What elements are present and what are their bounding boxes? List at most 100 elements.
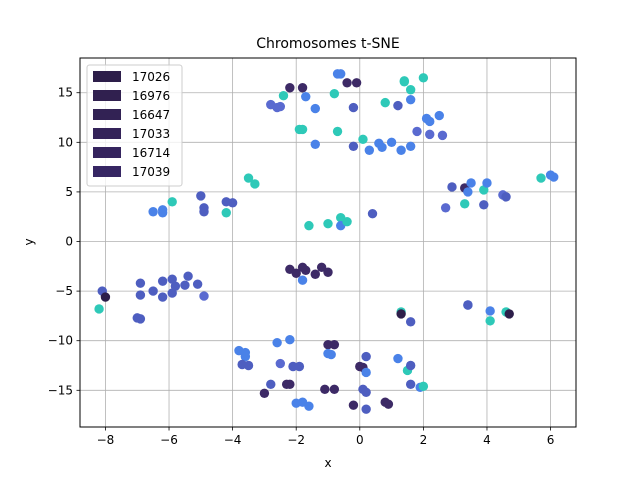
data-point	[460, 199, 470, 209]
data-point	[434, 110, 444, 121]
legend-label: 16976	[132, 89, 170, 103]
data-point	[323, 218, 333, 229]
y-axis-ticks: −15 −10 −5 0 5 10 15	[48, 86, 80, 397]
data-point	[482, 178, 492, 188]
data-point	[170, 281, 181, 291]
y-tick-label: −5	[55, 284, 73, 298]
data-point	[361, 367, 371, 378]
data-point	[135, 290, 146, 300]
data-point	[358, 134, 368, 145]
data-point	[240, 351, 251, 362]
data-point	[316, 262, 327, 272]
data-point	[148, 286, 158, 296]
y-tick-label: −15	[48, 383, 73, 397]
x-tick-label: −8	[97, 433, 115, 447]
data-point	[297, 83, 308, 93]
data-point	[294, 361, 305, 372]
data-point	[310, 103, 320, 114]
data-point	[418, 381, 429, 392]
data-point	[364, 145, 375, 155]
data-point	[393, 353, 403, 364]
x-axis-ticks: −8 −6 −4 −2 0 2 4 6	[97, 427, 555, 447]
data-point	[301, 265, 311, 275]
data-point	[405, 94, 416, 105]
data-point	[285, 83, 295, 93]
data-point	[348, 102, 359, 113]
x-tick-label: −4	[224, 433, 242, 447]
data-point	[304, 220, 314, 231]
data-point	[157, 276, 168, 286]
data-point	[377, 142, 387, 152]
data-point	[297, 275, 308, 285]
legend-swatch	[93, 90, 121, 101]
legend-swatch	[93, 166, 121, 177]
data-point	[485, 306, 495, 316]
data-point	[440, 203, 451, 213]
data-point	[405, 141, 416, 151]
data-point	[501, 192, 511, 202]
data-point	[348, 141, 359, 151]
data-point	[418, 73, 429, 83]
y-tick-label: 15	[58, 86, 73, 100]
data-point	[275, 101, 286, 112]
data-point	[361, 387, 371, 397]
data-point	[100, 292, 111, 302]
data-point	[336, 69, 346, 79]
data-point	[196, 191, 206, 201]
data-point	[157, 292, 168, 302]
data-point	[278, 90, 289, 101]
data-point	[393, 100, 403, 111]
data-point	[383, 399, 394, 409]
data-point	[386, 137, 397, 148]
data-point	[266, 379, 276, 390]
plot-frame	[79, 57, 577, 428]
data-point	[504, 309, 514, 319]
data-point	[405, 85, 416, 95]
legend-swatch	[93, 71, 121, 82]
data-point	[361, 404, 371, 414]
data-point	[275, 358, 286, 369]
y-tick-label: 10	[58, 135, 73, 149]
data-point	[405, 317, 416, 327]
data-point	[180, 280, 190, 290]
data-point	[342, 216, 352, 227]
data-point	[227, 198, 238, 208]
data-point	[243, 360, 254, 371]
legend-label: 17026	[132, 70, 170, 84]
data-point	[167, 197, 177, 207]
data-point	[297, 124, 308, 135]
data-point	[361, 351, 371, 362]
legend-label: 17039	[132, 165, 170, 179]
x-tick-label: 6	[547, 433, 555, 447]
data-point	[192, 279, 203, 289]
data-point	[367, 209, 378, 219]
data-point	[329, 339, 340, 350]
data-point	[332, 126, 343, 137]
legend-swatch	[93, 128, 121, 139]
data-point	[320, 384, 330, 395]
data-point	[135, 278, 146, 288]
x-tick-label: 2	[420, 433, 428, 447]
data-point	[326, 349, 336, 360]
data-point	[380, 97, 390, 108]
y-tick-label: 0	[65, 235, 73, 249]
data-point	[94, 304, 104, 314]
data-point	[285, 335, 295, 345]
x-tick-label: 4	[483, 433, 491, 447]
data-point	[243, 173, 254, 183]
data-point	[291, 268, 301, 278]
data-point	[285, 379, 295, 390]
data-point	[310, 139, 320, 149]
data-point	[447, 182, 457, 192]
x-tick-label: 0	[356, 433, 364, 447]
data-point	[479, 200, 489, 210]
data-point	[342, 78, 352, 88]
data-point	[301, 91, 311, 102]
y-tick-label: 5	[65, 185, 73, 199]
data-point	[396, 145, 406, 155]
data-point	[549, 172, 559, 182]
data-point	[272, 337, 282, 348]
data-point	[250, 179, 260, 189]
data-point	[351, 78, 362, 88]
